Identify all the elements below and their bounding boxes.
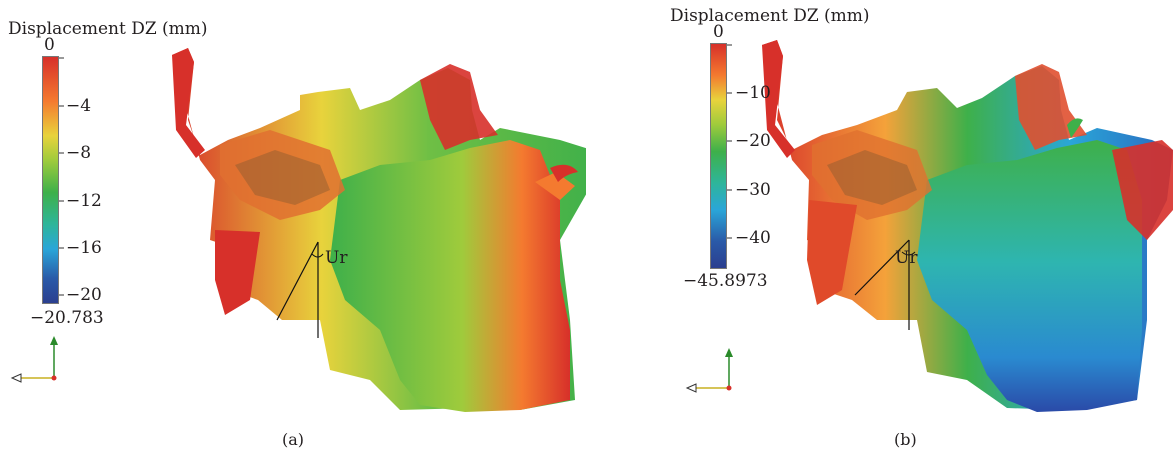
colorbar-tick-label: −4 bbox=[66, 96, 92, 116]
colorbar-tick-label: −20 bbox=[66, 285, 102, 305]
panel-b: Displacement DZ (mm) bbox=[587, 0, 1173, 455]
panel-caption: (a) bbox=[282, 430, 305, 449]
colorbar-ticks bbox=[727, 44, 732, 239]
colorbar-tick-label: 0 bbox=[44, 35, 55, 55]
colorbar-tick-label: −20 bbox=[735, 131, 771, 151]
angle-label: Ur bbox=[895, 248, 918, 268]
colorbar-title: Displacement DZ (mm) bbox=[670, 6, 870, 26]
panel-b-figure bbox=[685, 40, 1173, 412]
colorbar-title: Displacement DZ (mm) bbox=[8, 19, 208, 39]
axis-triad bbox=[10, 336, 58, 383]
colorbar-min-label: −20.783 bbox=[30, 308, 104, 328]
colorbar-tick-label: −12 bbox=[66, 191, 102, 211]
displacement-surface bbox=[762, 40, 1173, 412]
axis-triad bbox=[685, 348, 733, 393]
colorbar-gradient bbox=[42, 56, 59, 304]
panel-a-figure bbox=[10, 48, 586, 412]
colorbar-tick-label: −30 bbox=[735, 180, 771, 200]
panel-a: Displacement DZ (mm) bbox=[0, 0, 586, 455]
colorbar-tick-label: 0 bbox=[713, 22, 724, 42]
colorbar-min-label: −45.8973 bbox=[683, 271, 768, 291]
angle-lines bbox=[276, 241, 324, 338]
colorbar-tick-label: −10 bbox=[735, 83, 771, 103]
colorbar-tick-label: −8 bbox=[66, 143, 92, 163]
angle-label: Ur bbox=[325, 248, 348, 268]
angle-lines bbox=[854, 239, 916, 330]
colorbar-gradient bbox=[710, 43, 727, 269]
colorbar-ticks bbox=[59, 57, 64, 296]
displacement-surface bbox=[172, 48, 586, 412]
colorbar-tick-label: −40 bbox=[735, 228, 771, 248]
panel-caption: (b) bbox=[894, 430, 917, 449]
colorbar-tick-label: −16 bbox=[66, 238, 102, 258]
